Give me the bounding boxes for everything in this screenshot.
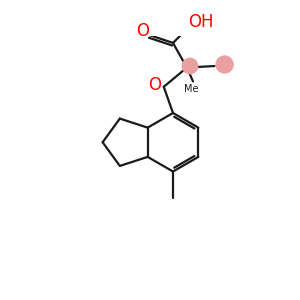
Circle shape [216,56,233,73]
Circle shape [182,58,198,74]
Text: O: O [148,76,161,94]
Text: O: O [136,22,149,40]
Text: Me: Me [184,84,199,94]
Text: OH: OH [188,13,214,31]
